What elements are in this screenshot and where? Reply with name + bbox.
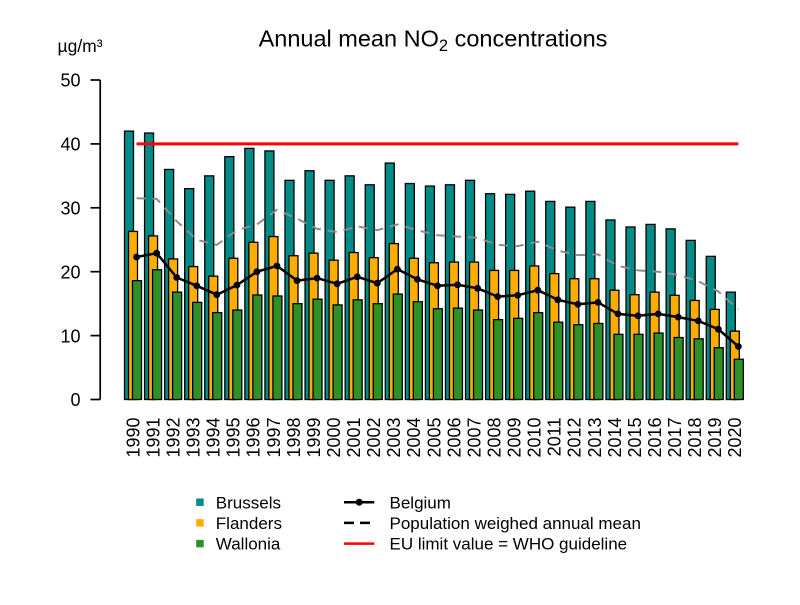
svg-text:1996: 1996 — [244, 418, 264, 458]
svg-text:40: 40 — [60, 135, 80, 155]
svg-text:1995: 1995 — [224, 418, 244, 458]
svg-text:2012: 2012 — [565, 418, 585, 458]
svg-text:2005: 2005 — [424, 418, 444, 458]
svg-text:2002: 2002 — [364, 418, 384, 458]
svg-text:1993: 1993 — [184, 418, 204, 458]
svg-text:2001: 2001 — [344, 418, 364, 458]
svg-text:Belgium: Belgium — [390, 493, 451, 512]
svg-text:30: 30 — [60, 199, 80, 219]
svg-text:20: 20 — [60, 262, 80, 282]
svg-text:10: 10 — [60, 326, 80, 346]
svg-text:1994: 1994 — [204, 418, 224, 458]
svg-text:Wallonia: Wallonia — [216, 535, 281, 554]
svg-text:2015: 2015 — [625, 418, 645, 458]
svg-text:1992: 1992 — [164, 418, 184, 458]
svg-text:2004: 2004 — [404, 418, 424, 458]
svg-text:EU limit value = WHO guideline: EU limit value = WHO guideline — [390, 535, 628, 554]
svg-text:2010: 2010 — [525, 418, 545, 458]
svg-text:2013: 2013 — [585, 418, 605, 458]
svg-text:2011: 2011 — [545, 418, 565, 457]
svg-text:2009: 2009 — [505, 418, 525, 458]
svg-text:0: 0 — [70, 390, 80, 410]
svg-text:1997: 1997 — [264, 418, 284, 458]
svg-text:2000: 2000 — [324, 418, 344, 458]
svg-text:2019: 2019 — [705, 418, 725, 458]
svg-text:2007: 2007 — [464, 417, 484, 457]
svg-text:µg/m³: µg/m³ — [58, 36, 103, 56]
svg-text:2003: 2003 — [384, 418, 404, 458]
svg-text:2017: 2017 — [665, 418, 685, 458]
svg-text:Brussels: Brussels — [216, 493, 281, 512]
svg-text:Annual mean NO2 concentrations: Annual mean NO2 concentrations — [259, 26, 608, 56]
svg-text:2006: 2006 — [444, 418, 464, 458]
svg-text:2020: 2020 — [725, 418, 745, 458]
svg-text:1998: 1998 — [284, 418, 304, 458]
svg-text:Population weighed annual mean: Population weighed annual mean — [390, 514, 641, 533]
svg-text:2008: 2008 — [484, 418, 504, 458]
svg-text:50: 50 — [60, 71, 80, 91]
svg-text:2018: 2018 — [685, 418, 705, 458]
svg-text:1990: 1990 — [123, 418, 143, 458]
svg-text:2014: 2014 — [605, 418, 625, 458]
svg-text:2016: 2016 — [645, 418, 665, 458]
svg-text:1999: 1999 — [304, 418, 324, 458]
svg-text:1991: 1991 — [143, 418, 163, 458]
svg-text:Flanders: Flanders — [216, 514, 282, 533]
